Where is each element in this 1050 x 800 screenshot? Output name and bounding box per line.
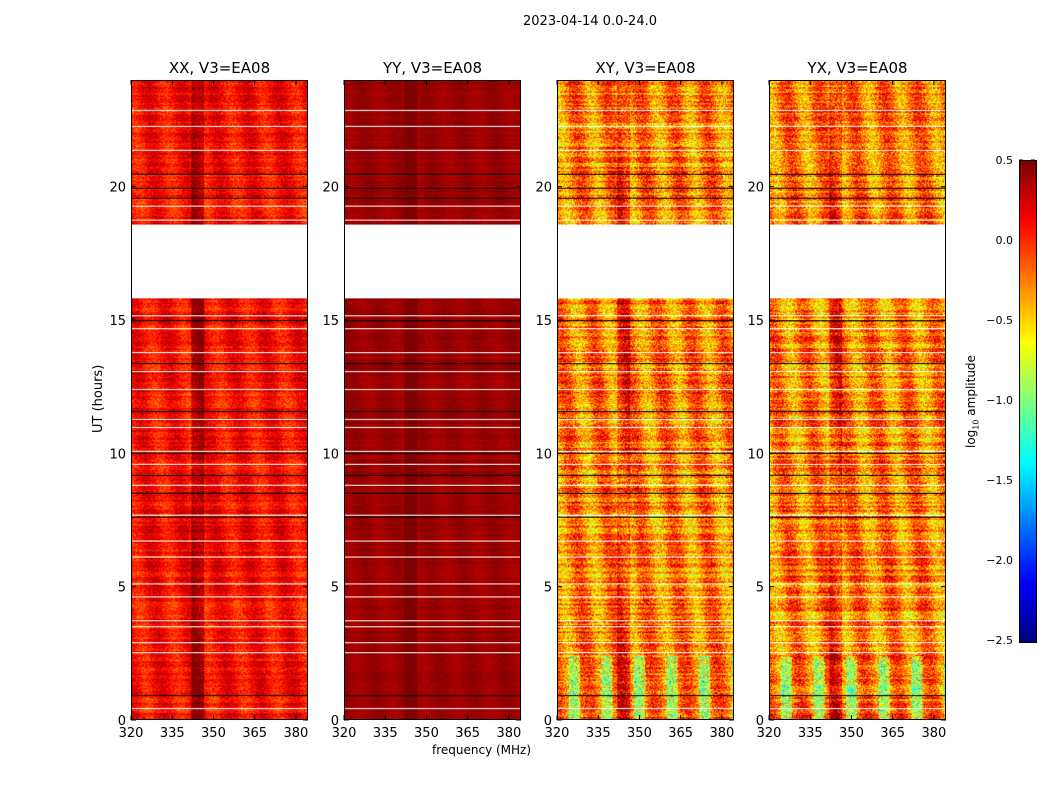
panel-title-2: XY, V3=EA08	[595, 59, 696, 77]
y-tick-label: 20	[535, 181, 552, 196]
colorbar-tick-label: 0.5	[996, 154, 1014, 167]
colorbar-label-rest: amplitude	[964, 355, 978, 420]
x-tick-label: 320	[119, 726, 144, 741]
x-tick-label: 380	[496, 726, 521, 741]
y-tick-label: 15	[109, 314, 126, 329]
colorbar-tick-label: −2.5	[986, 634, 1013, 647]
x-tick-label: 365	[455, 726, 480, 741]
x-tick-label: 380	[921, 726, 946, 741]
y-tick-label: 0	[756, 714, 764, 729]
heatmap-xy	[557, 80, 734, 720]
x-tick-label: 335	[586, 726, 611, 741]
y-tick-label: 15	[747, 314, 764, 329]
x-tick-label: 380	[283, 726, 308, 741]
x-tick-label: 365	[668, 726, 693, 741]
colorbar-label-log: log	[964, 429, 978, 448]
x-axis-label: frequency (MHz)	[432, 743, 532, 757]
x-tick-label: 335	[160, 726, 185, 741]
colorbar-tick-label: 0.0	[996, 234, 1014, 247]
x-tick-label: 365	[880, 726, 905, 741]
y-tick-label: 15	[535, 314, 552, 329]
x-tick-label: 350	[201, 726, 226, 741]
y-axis-label: UT (hours)	[91, 364, 106, 433]
x-tick-label: 320	[332, 726, 357, 741]
x-tick-label: 380	[709, 726, 734, 741]
x-tick-label: 365	[242, 726, 267, 741]
x-tick-label: 350	[627, 726, 652, 741]
x-tick-label: 335	[798, 726, 823, 741]
y-tick-label: 0	[544, 714, 552, 729]
colorbar-tick-label: −1.5	[986, 474, 1013, 487]
y-tick-label: 5	[756, 581, 764, 596]
x-tick-label: 320	[545, 726, 570, 741]
y-tick-label: 10	[109, 447, 126, 462]
x-tick-label: 350	[414, 726, 439, 741]
heatmap-yx	[769, 80, 946, 720]
y-tick-label: 5	[544, 581, 552, 596]
y-tick-label: 15	[322, 314, 339, 329]
panel-title-0: XX, V3=EA08	[168, 59, 271, 77]
colorbar-label-sub: 10	[971, 419, 981, 430]
y-tick-label: 0	[118, 714, 126, 729]
colorbar-tick-label: −1.0	[986, 394, 1013, 407]
x-tick-label: 350	[839, 726, 864, 741]
y-tick-label: 0	[331, 714, 339, 729]
panel-title-1: YY, V3=EA08	[382, 59, 483, 77]
heatmap-yy	[344, 80, 521, 720]
panel-title-3: YX, V3=EA08	[807, 59, 908, 77]
colorbar-label: log10 amplitude	[964, 355, 980, 448]
y-tick-label: 5	[331, 581, 339, 596]
figure-suptitle: 2023-04-14 0.0-24.0	[523, 14, 657, 29]
y-tick-label: 20	[747, 181, 764, 196]
x-tick-label: 320	[757, 726, 782, 741]
y-tick-label: 10	[322, 447, 339, 462]
y-tick-label: 20	[322, 181, 339, 196]
colorbar	[1019, 160, 1037, 643]
x-tick-label: 335	[373, 726, 398, 741]
y-tick-label: 10	[535, 447, 552, 462]
heatmap-xx	[131, 80, 308, 720]
y-tick-label: 5	[118, 581, 126, 596]
y-tick-label: 10	[747, 447, 764, 462]
y-tick-label: 20	[109, 181, 126, 196]
colorbar-tick-label: −2.0	[986, 554, 1013, 567]
colorbar-tick-label: −0.5	[986, 314, 1013, 327]
